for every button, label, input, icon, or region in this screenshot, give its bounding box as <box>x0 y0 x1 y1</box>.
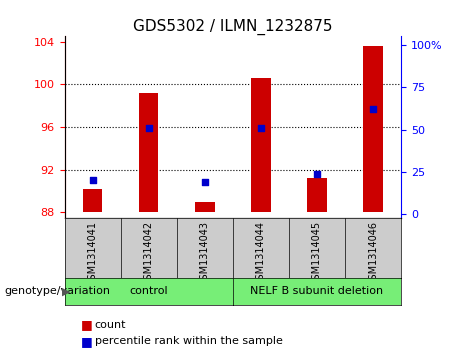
Text: GSM1314042: GSM1314042 <box>144 221 154 286</box>
Text: GSM1314045: GSM1314045 <box>312 221 322 286</box>
Bar <box>363 46 383 212</box>
Point <box>201 179 208 185</box>
Text: ▶: ▶ <box>62 286 71 296</box>
Text: genotype/variation: genotype/variation <box>5 286 111 296</box>
Point <box>313 171 321 177</box>
Bar <box>139 93 159 212</box>
Text: GSM1314041: GSM1314041 <box>88 221 98 286</box>
Text: control: control <box>130 286 168 296</box>
Text: ■: ■ <box>81 318 92 331</box>
Point <box>145 125 152 131</box>
Bar <box>83 189 102 212</box>
Text: NELF B subunit deletion: NELF B subunit deletion <box>250 286 384 296</box>
Bar <box>195 202 214 212</box>
Text: GSM1314046: GSM1314046 <box>368 221 378 286</box>
Point <box>369 106 377 112</box>
Text: percentile rank within the sample: percentile rank within the sample <box>95 336 283 346</box>
Bar <box>251 78 271 212</box>
Bar <box>307 178 327 212</box>
Title: GDS5302 / ILMN_1232875: GDS5302 / ILMN_1232875 <box>133 19 332 35</box>
Text: GSM1314044: GSM1314044 <box>256 221 266 286</box>
Point <box>89 178 96 183</box>
Text: ■: ■ <box>81 335 92 348</box>
Point <box>257 125 265 131</box>
Text: count: count <box>95 320 126 330</box>
Text: GSM1314043: GSM1314043 <box>200 221 210 286</box>
